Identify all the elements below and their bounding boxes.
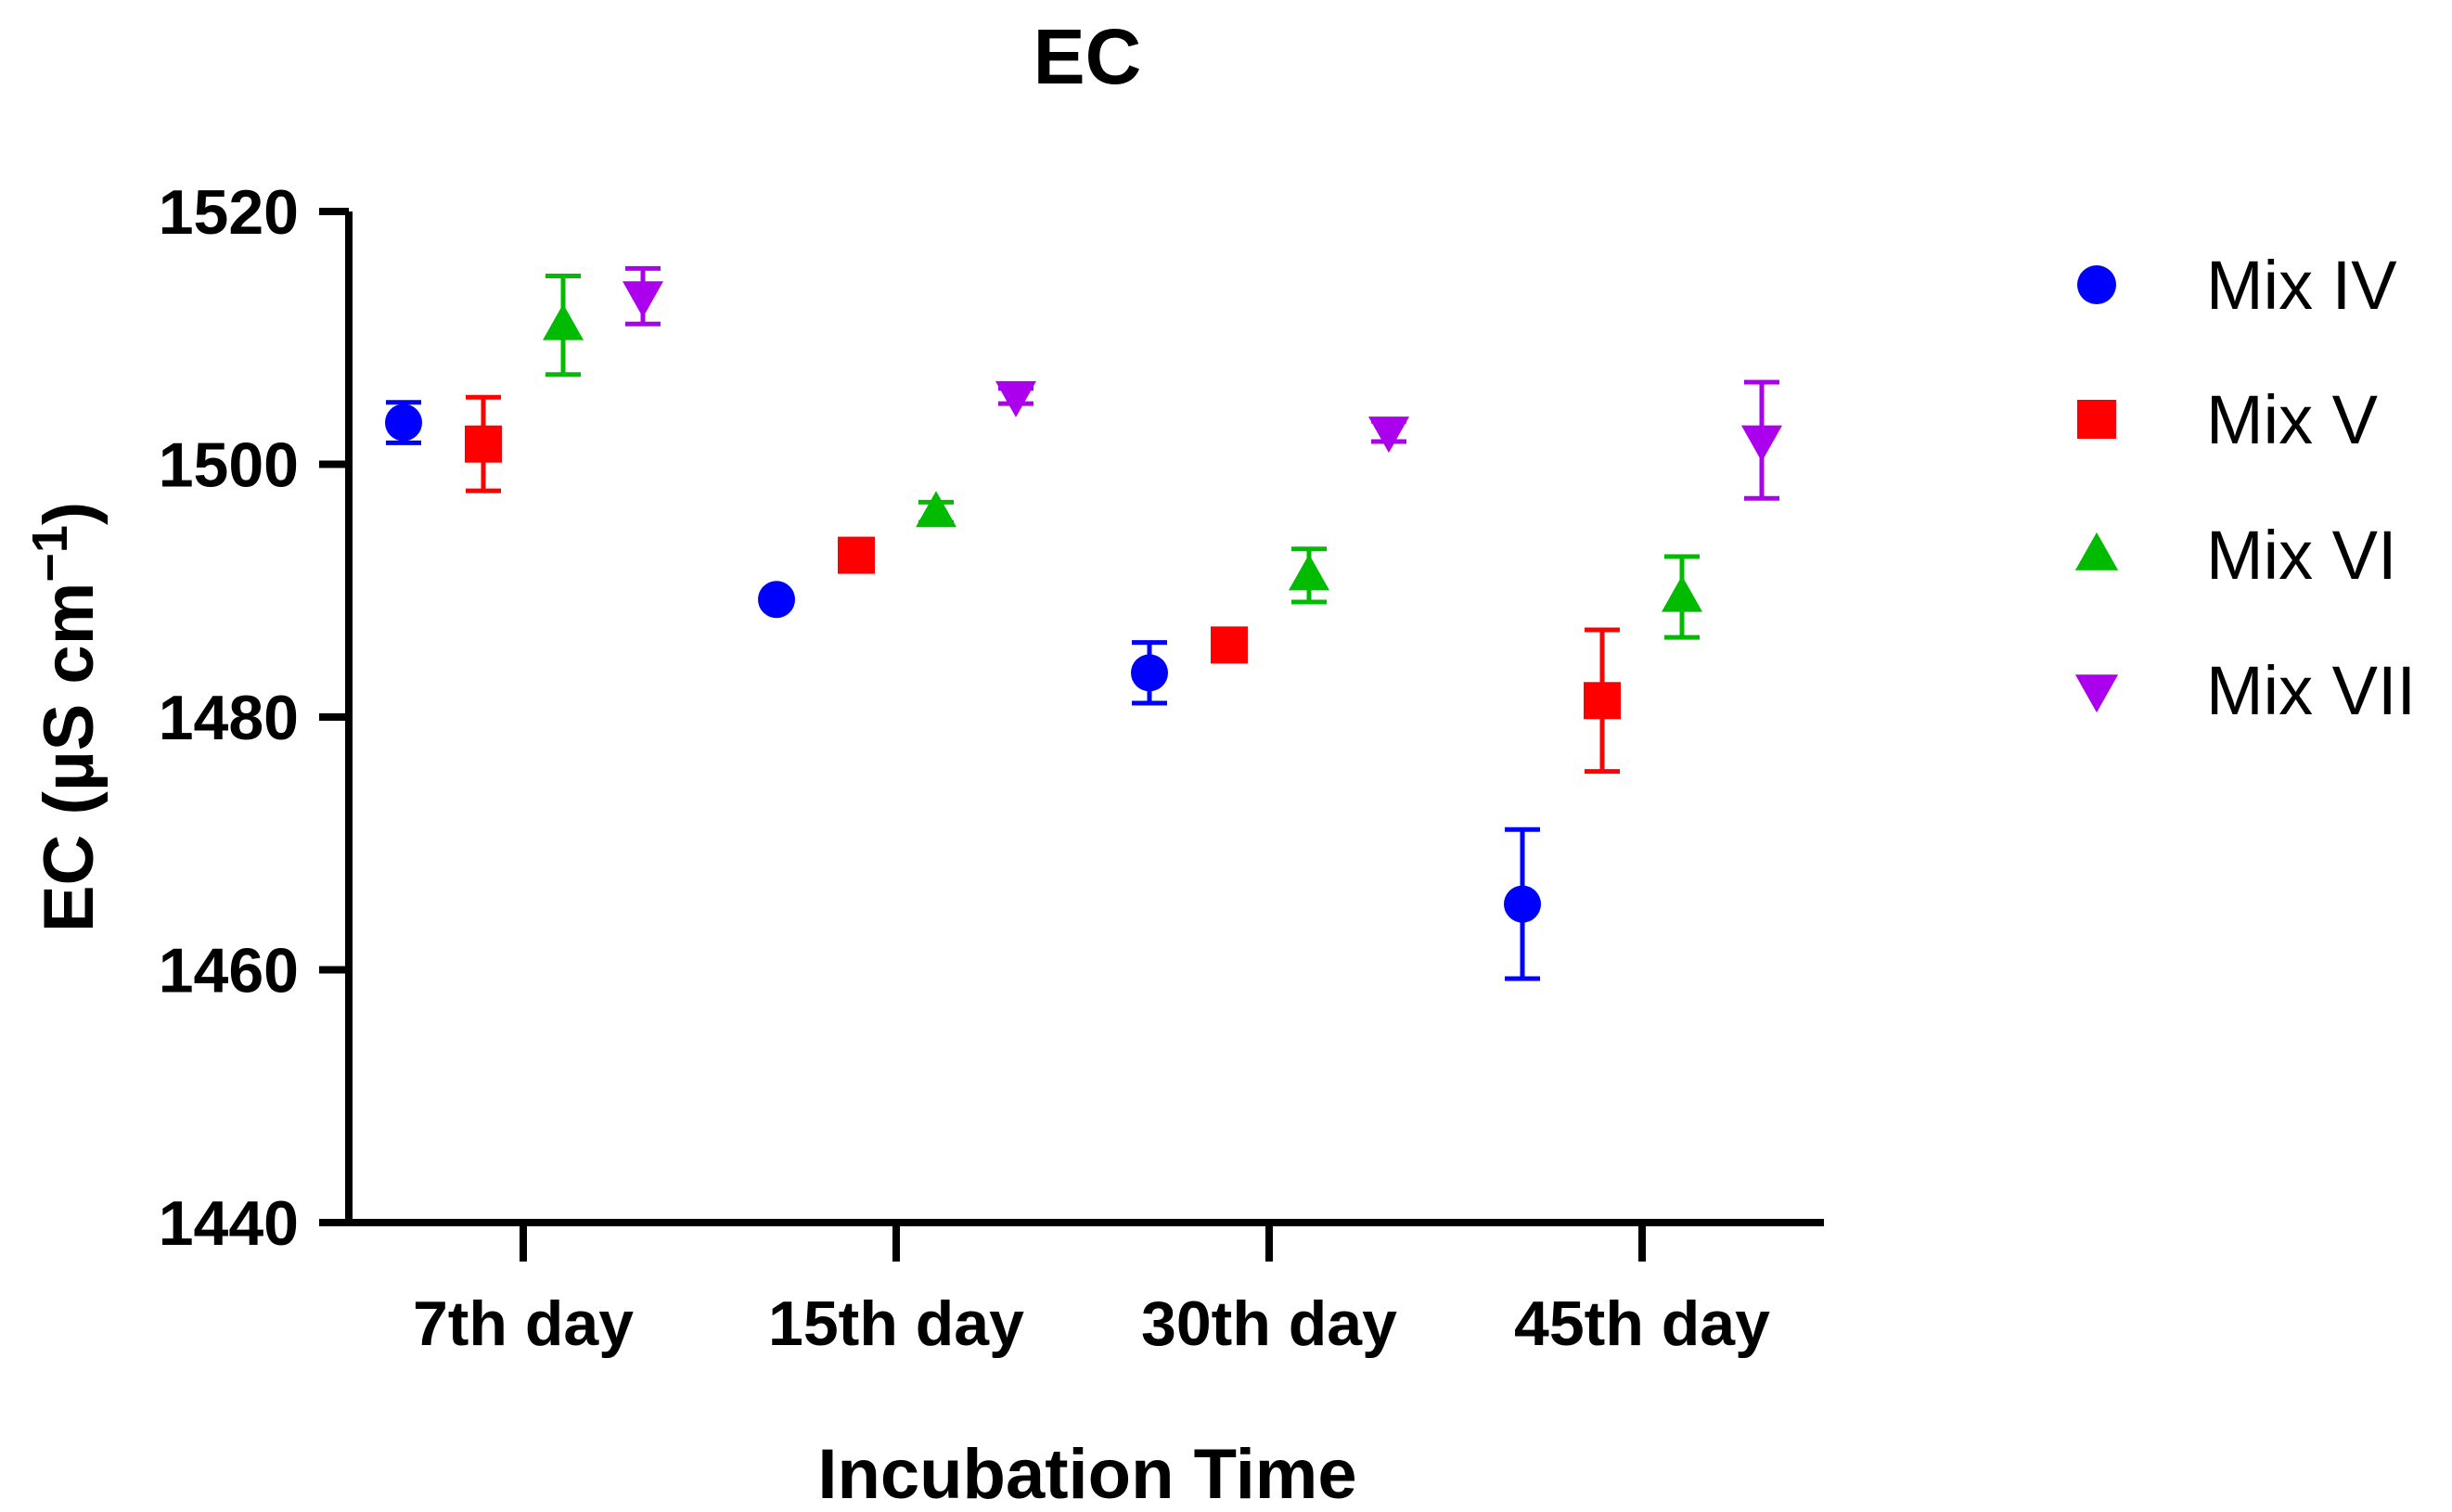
x-tick-label: 15th day: [768, 1288, 1024, 1359]
legend-item: Mix V: [2077, 381, 2379, 458]
legend-label: Mix IV: [2206, 247, 2397, 324]
data-point: [385, 404, 422, 442]
y-axis-label-superscript: −1: [22, 525, 78, 583]
x-axis-ticks: 7th day 15th day 30th day 45th day: [413, 1223, 1770, 1359]
y-tick-label: 1460: [159, 936, 299, 1006]
data-point: [1289, 554, 1329, 591]
data-point: [1662, 575, 1702, 612]
legend-item: Mix IV: [2077, 247, 2397, 324]
data-point: [1131, 654, 1168, 692]
legend-item: Mix VII: [2074, 652, 2416, 729]
x-tick-label: 7th day: [413, 1288, 634, 1359]
data-point: [465, 425, 502, 463]
y-axis-label: EC (µS cm−1): [22, 502, 109, 932]
plot-area: 1440 1460 1480 1500 1520 7th day 15th day 30th…: [159, 177, 1824, 1359]
legend-marker: [2077, 265, 2116, 304]
data-point: [543, 303, 584, 340]
data-point: [1211, 626, 1248, 664]
chart-title: EC: [1033, 13, 1142, 100]
x-tick-label: 45th day: [1514, 1288, 1770, 1359]
series-mix-vii: [623, 265, 1782, 501]
data-point: [995, 380, 1036, 417]
series-mix-iv: [385, 400, 1541, 981]
data-point: [623, 281, 663, 318]
y-tick-label: 1520: [159, 177, 299, 248]
y-axis-ticks: 1440 1460 1480 1500 1520: [159, 177, 349, 1259]
data-point: [1368, 416, 1409, 454]
legend: Mix IV Mix V Mix VI Mix VII: [2074, 247, 2416, 729]
legend-label: Mix VI: [2206, 517, 2397, 594]
y-tick-label: 1440: [159, 1188, 299, 1259]
data-point: [916, 491, 956, 528]
data-point: [1584, 682, 1621, 720]
legend-label: Mix V: [2206, 381, 2379, 458]
legend-marker: [2077, 400, 2116, 439]
y-axis-label-main: EC (µS cm: [30, 583, 109, 932]
legend-marker: [2074, 532, 2119, 570]
x-axis-label: Incubation Time: [817, 1435, 1356, 1512]
y-tick-label: 1500: [159, 430, 299, 501]
legend-item: Mix VI: [2074, 517, 2397, 594]
series-mix-v: [465, 394, 1621, 775]
data-point: [1741, 425, 1782, 462]
x-tick-label: 30th day: [1141, 1288, 1397, 1359]
y-tick-label: 1480: [159, 683, 299, 753]
series-mix-vi: [543, 273, 1702, 640]
legend-label: Mix VII: [2206, 652, 2416, 729]
legend-marker: [2074, 674, 2119, 713]
data-point: [1504, 885, 1541, 923]
data-point: [758, 581, 795, 619]
data-point: [838, 536, 875, 574]
y-axis-label-close: ): [30, 502, 109, 525]
series-layer: [385, 265, 1782, 981]
